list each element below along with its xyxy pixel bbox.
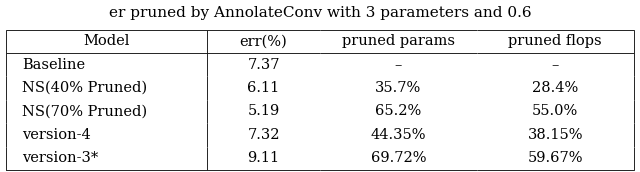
Text: er pruned by AnnolateConv with 3 parameters and 0.6: er pruned by AnnolateConv with 3 paramet…: [109, 6, 531, 20]
